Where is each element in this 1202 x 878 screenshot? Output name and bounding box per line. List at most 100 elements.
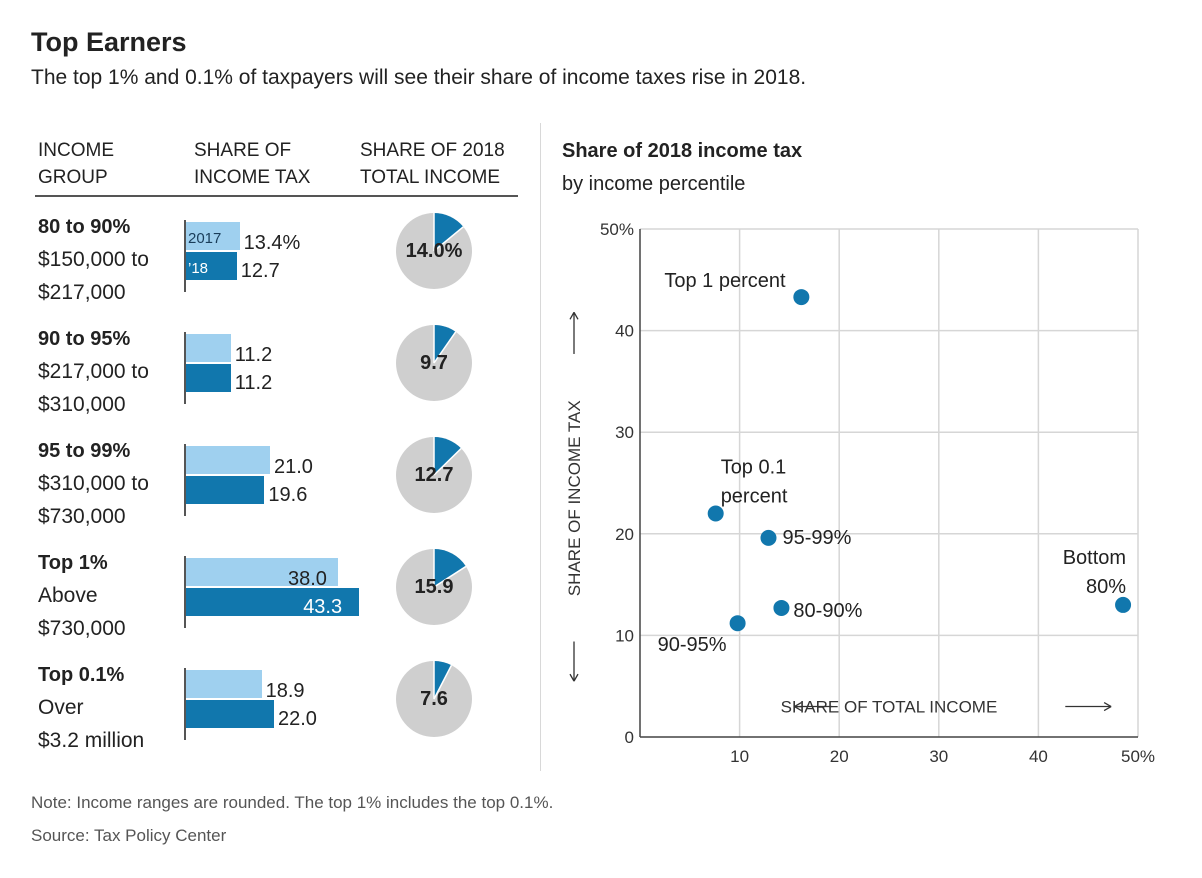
bar-axis [184,668,186,740]
group-range: Over [38,696,84,719]
x-tick-label: 10 [730,747,749,766]
group-name: 80 to 90% [38,216,131,238]
bar-2018-label: 12.7 [240,260,280,282]
income-share-pie [396,213,472,289]
y-tick-label: 30 [615,423,634,442]
income-share-label: 12.7 [414,464,454,486]
chart-subtitle: The top 1% and 0.1% of taxpayers will se… [31,66,807,89]
point-label: Top 0.1 [721,456,787,478]
x-tick-label: 50% [1121,747,1155,766]
group-name: Top 0.1% [38,664,125,686]
point-label: Bottom [1063,547,1126,569]
bar-2017-label: 11.2 [234,344,273,366]
bar-2018-label: 19.6 [268,484,308,506]
x-axis-arrowhead-left [794,701,802,712]
income-group-row: 90 to 95% $217,000 to $310,000 11.2 11.2 9.7 [0,325,540,438]
legend-2018: ’18 [188,260,209,277]
group-range: $730,000 [38,617,126,640]
bar-axis [184,556,186,628]
group-name: Top 1% [38,552,108,574]
col-header-line: SHARE OF [194,140,292,161]
x-tick-label: 40 [1029,747,1048,766]
bar-2017-label: 38.0 [288,568,327,590]
point-label: 90-95% [658,634,727,656]
bar-2018-label: 11.2 [234,372,273,394]
scatter-title: Share of 2018 income tax [562,140,803,162]
source-note: Source: Tax Policy Center [31,826,227,845]
col-header-line: GROUP [38,167,108,188]
scatter-point [760,529,777,546]
pie-edge [433,565,467,588]
pie-share-slice [434,325,456,363]
bar-2017-label: 18.9 [265,680,305,702]
pie-edge [433,226,464,252]
col-header-line: SHARE OF 2018 [360,140,505,161]
group-range: $3.2 million [38,729,145,752]
x-axis-arrowhead-right [1103,701,1112,712]
income-group-row: Top 0.1% Over $3.2 million 18.9 22.0 7.6 [0,661,540,774]
point-label: 95-99% [782,527,851,549]
group-range: $217,000 to [38,360,149,383]
scatter-point [1115,596,1132,613]
group-range: $310,000 to [38,472,149,495]
point-label: 80% [1086,576,1126,598]
point-label: percent [721,485,788,507]
y-tick-label: 50% [600,220,634,239]
bar-2018 [186,476,265,504]
income-share-pie [396,661,472,737]
pie-share-slice [434,213,464,251]
income-group-row: 80 to 90% $150,000 to $217,000 13.4% 12.7 201… [0,213,540,326]
col-header-income-share: SHARE OF 2018 TOTAL INCOME [360,137,505,191]
bar-2017-label: 21.0 [274,456,313,478]
group-name: 95 to 99% [38,440,131,462]
col-header-line: INCOME TAX [194,167,311,188]
bar-2017 [186,222,240,250]
col-header-tax-share: SHARE OF INCOME TAX [194,137,310,191]
scatter-point [729,615,746,632]
scatter-plot: 10 20 30 40 50% 0 10 20 30 40 50% SHARE OF TOTAL IN… [565,220,1155,766]
income-share-pie [396,437,472,513]
y-tick-label: 20 [615,525,634,544]
bar-2017-label: 13.4% [243,232,301,254]
group-range: $150,000 to [38,248,149,271]
bar-axis [184,332,186,404]
pie-edge [433,664,453,700]
bar-2018 [186,700,274,728]
group-range: $217,000 [38,281,126,304]
pie-share-slice [434,437,462,475]
y-tick-label: 10 [615,626,634,645]
origin-tick-label: 0 [625,728,634,747]
income-share-pie [396,549,472,625]
x-tick-label: 30 [929,747,948,766]
group-range: $310,000 [38,393,126,416]
group-range: Above [38,584,98,607]
x-axis-title: SHARE OF TOTAL INCOME [781,698,998,717]
bar-2017 [186,334,231,362]
chart-title: Top Earners [31,27,187,57]
income-group-row: Top 1% Above $730,000 38.0 43.3 15.9 [0,549,540,662]
col-header-line: TOTAL INCOME [360,167,501,188]
income-share-label: 15.9 [414,576,454,598]
point-label: Top 1 percent [664,270,786,292]
pie-edge [433,447,462,476]
group-range: $730,000 [38,505,126,528]
bar-2018-label: 22.0 [278,708,317,730]
point-label: 80-90% [793,600,862,622]
bar-2018-label: 43.3 [303,596,343,618]
scatter-point [793,289,810,306]
bar-2017 [186,670,262,698]
pie-share-slice [434,549,466,587]
y-tick-label: 40 [615,322,634,341]
legend-2017: 2017 [188,230,222,247]
bar-2017 [186,558,338,586]
panel-divider [540,123,541,771]
y-axis-arrowhead-down [569,673,579,682]
income-share-label: 9.7 [420,352,448,374]
bar-2018 [186,364,231,392]
income-group-row: 95 to 99% $310,000 to $730,000 21.0 19.6 12.7 [0,437,540,550]
bar-2017 [186,446,270,474]
col-header-line: INCOME [38,140,114,161]
income-share-pie [396,325,472,401]
pie-edge [433,331,457,364]
income-share-label: 14.0% [405,240,463,262]
